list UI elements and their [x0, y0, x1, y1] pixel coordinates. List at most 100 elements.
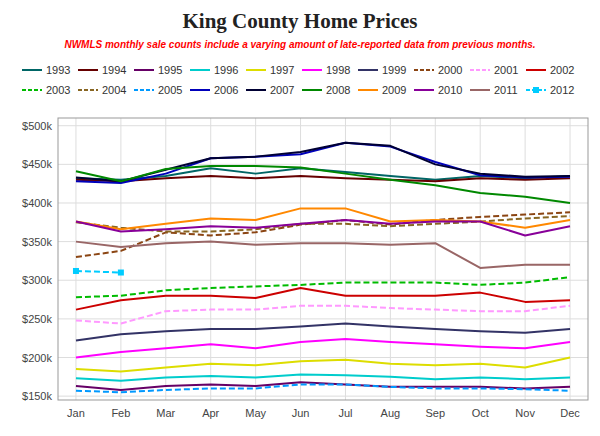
series-line: [76, 339, 570, 358]
legend-swatch: [302, 69, 322, 71]
x-tick-label: Jun: [292, 407, 310, 419]
legend-swatch: [190, 69, 210, 71]
grid-line: [58, 357, 588, 358]
grid-line: [58, 318, 588, 319]
title: King County Home Prices: [182, 9, 417, 33]
legend-label: 2004: [102, 84, 126, 96]
chart: King County Home Prices NWMLS monthly sal…: [0, 0, 600, 436]
y-tick-label: $250k: [22, 313, 52, 325]
legend-label: 2000: [438, 64, 462, 76]
grid-line: [165, 118, 166, 400]
legend-label: 1999: [382, 64, 406, 76]
legend-swatch: [414, 69, 434, 71]
legend-swatch: [190, 89, 210, 91]
legend-label: 1997: [270, 64, 294, 76]
x-tick-label: Mar: [156, 407, 175, 419]
grid-line: [345, 118, 346, 400]
series-line: [76, 277, 570, 297]
grid: [58, 118, 588, 400]
grid-line: [58, 125, 588, 126]
legend-swatch: [358, 89, 378, 91]
legend-label: 2003: [46, 84, 70, 96]
grid-line: [390, 118, 391, 400]
grid-line: [58, 280, 588, 281]
legend-label: 2012: [550, 84, 574, 96]
legend-swatch: [358, 69, 378, 71]
legend-swatch: [246, 89, 266, 91]
series-line: [76, 143, 570, 182]
x-tick-label: May: [245, 407, 266, 419]
grid-line: [58, 396, 588, 397]
legend-label: 1998: [326, 64, 350, 76]
legend-label: 2008: [326, 84, 350, 96]
y-tick-label: $500k: [22, 120, 52, 132]
plot-frame: [58, 118, 588, 400]
series-line: [76, 375, 570, 381]
legend-label: 2006: [214, 84, 238, 96]
grid-line: [480, 118, 481, 400]
x-tick-label: Dec: [560, 407, 580, 419]
series-line: [76, 166, 570, 203]
series-group: [73, 143, 570, 393]
series-line: [76, 212, 570, 257]
series-line: [76, 306, 570, 324]
legend-swatch: [78, 89, 98, 91]
y-tick-label: $450k: [22, 158, 52, 170]
legend-swatch: [22, 89, 42, 91]
legend-swatch: [526, 69, 546, 71]
legend-label: 2005: [158, 84, 182, 96]
legend: 1993 1994 1995 1996 1997 1998 1999 2000 2001 2002…: [22, 64, 574, 96]
y-tick-label: $200k: [22, 352, 52, 364]
legend-marker: [533, 87, 539, 93]
x-tick-label: Sep: [425, 407, 445, 419]
marker: [118, 270, 124, 276]
legend-label: 1996: [214, 64, 238, 76]
legend-swatch: [78, 69, 98, 71]
grid-line: [435, 118, 436, 400]
legend-label: 2007: [270, 84, 294, 96]
legend-swatch: [134, 69, 154, 71]
x-tick-label: Feb: [111, 407, 130, 419]
legend-swatch: [414, 89, 434, 91]
legend-label: 1994: [102, 64, 126, 76]
legend-swatch: [470, 89, 490, 91]
legend-label: 1995: [158, 64, 182, 76]
series-line: [76, 324, 570, 341]
legend-label: 1993: [46, 64, 70, 76]
series-line: [76, 358, 570, 372]
grid-line: [300, 118, 301, 400]
y-tick-label: $350k: [22, 236, 52, 248]
y-tick-label: $300k: [22, 274, 52, 286]
x-tick-label: Aug: [381, 407, 401, 419]
series-line: [76, 242, 570, 268]
y-tick-label: $150k: [22, 390, 52, 402]
y-tick-label: $400k: [22, 197, 52, 209]
x-tick-label: Jul: [338, 407, 352, 419]
series-line: [76, 271, 121, 273]
series-line: [76, 382, 570, 390]
grid-line: [255, 118, 256, 400]
grid-line: [120, 118, 121, 400]
subtitle: NWMLS monthly sale counts include a vary…: [64, 39, 535, 50]
legend-swatch: [302, 89, 322, 91]
legend-swatch: [470, 69, 490, 71]
legend-label: 2002: [550, 64, 574, 76]
series-line: [76, 385, 570, 393]
legend-label: 2001: [494, 64, 518, 76]
legend-label: 2009: [382, 84, 406, 96]
grid-line: [525, 118, 526, 400]
grid-line: [58, 241, 588, 242]
series-line: [76, 220, 570, 235]
legend-swatch: [134, 89, 154, 91]
legend-label: 2011: [494, 84, 518, 96]
x-tick-label: Nov: [515, 407, 535, 419]
x-tick-label: Jan: [67, 407, 85, 419]
legend-swatch: [22, 69, 42, 71]
marker: [73, 268, 79, 274]
grid-line: [58, 202, 588, 203]
grid-line: [58, 164, 588, 165]
grid-line: [210, 118, 211, 400]
legend-swatch: [246, 69, 266, 71]
x-tick-label: Oct: [472, 407, 489, 419]
legend-label: 2010: [438, 84, 462, 96]
